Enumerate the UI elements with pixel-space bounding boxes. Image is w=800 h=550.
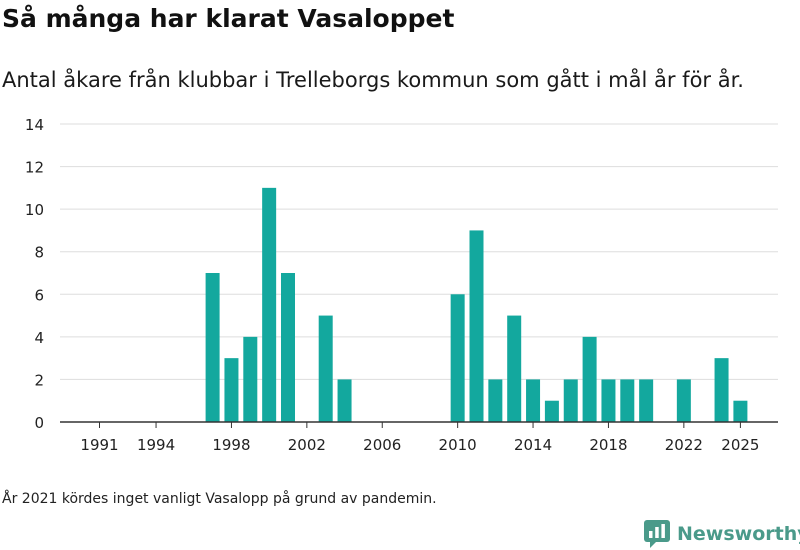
bar-2001 bbox=[281, 273, 295, 422]
gridlines bbox=[60, 123, 778, 380]
bar-2012 bbox=[488, 379, 503, 422]
bar-2003 bbox=[318, 315, 333, 422]
bar-2022 bbox=[676, 379, 691, 422]
y-tick-label: 0 bbox=[34, 414, 44, 432]
y-tick-label: 8 bbox=[34, 244, 44, 262]
x-tick-label: 2022 bbox=[665, 436, 703, 454]
bar-2019 bbox=[620, 379, 635, 422]
y-tick-label: 12 bbox=[25, 159, 44, 177]
chart-title: Så många har klarat Vasaloppet bbox=[2, 4, 455, 33]
bar-1999 bbox=[243, 336, 258, 422]
bar-1997 bbox=[205, 273, 220, 422]
bar-2000 bbox=[262, 187, 277, 422]
brand-name: Newsworthy bbox=[677, 523, 800, 545]
footnote: År 2021 kördes inget vanligt Vasalopp på… bbox=[2, 491, 437, 507]
x-tick-label: 1991 bbox=[80, 436, 118, 454]
bar-2016 bbox=[563, 379, 578, 422]
bars bbox=[205, 187, 748, 422]
bar-2020 bbox=[639, 379, 654, 422]
bar-2010 bbox=[450, 294, 465, 422]
x-tick-label: 2018 bbox=[589, 436, 627, 454]
x-tick-label: 2014 bbox=[514, 436, 552, 454]
newsworthy-logo-icon bbox=[644, 520, 670, 548]
y-tick-label: 6 bbox=[34, 286, 44, 304]
bar-2011 bbox=[469, 230, 484, 422]
bar-2018 bbox=[601, 379, 616, 422]
y-tick-label: 2 bbox=[34, 371, 44, 389]
bar-2014 bbox=[526, 379, 541, 422]
brand-logo: Newsworthy bbox=[644, 518, 800, 550]
x-tick-label: 2002 bbox=[288, 436, 326, 454]
y-tick-label: 14 bbox=[25, 116, 44, 134]
x-tick-label: 1994 bbox=[137, 436, 175, 454]
x-axis-ticks: 1991 1994 1998 2002 2006 2010 2014 2018 2022 2025 bbox=[80, 422, 759, 454]
y-tick-label: 10 bbox=[25, 201, 44, 219]
bar-2015 bbox=[544, 400, 559, 422]
bar-2017 bbox=[582, 336, 597, 422]
bar-2004 bbox=[337, 379, 352, 422]
bar-2025 bbox=[733, 400, 748, 422]
y-tick-label: 4 bbox=[34, 329, 44, 347]
x-tick-label: 2006 bbox=[363, 436, 401, 454]
y-axis-ticks: 0 2 4 6 8 10 12 14 bbox=[25, 116, 44, 432]
x-tick-label: 1998 bbox=[212, 436, 250, 454]
bar-1998 bbox=[224, 358, 239, 422]
bar-2013 bbox=[507, 315, 522, 422]
x-tick-label: 2025 bbox=[721, 436, 759, 454]
bar-2024 bbox=[714, 358, 729, 422]
x-tick-label: 2010 bbox=[439, 436, 477, 454]
chart-subtitle: Antal åkare från klubbar i Trelleborgs k… bbox=[2, 68, 744, 92]
